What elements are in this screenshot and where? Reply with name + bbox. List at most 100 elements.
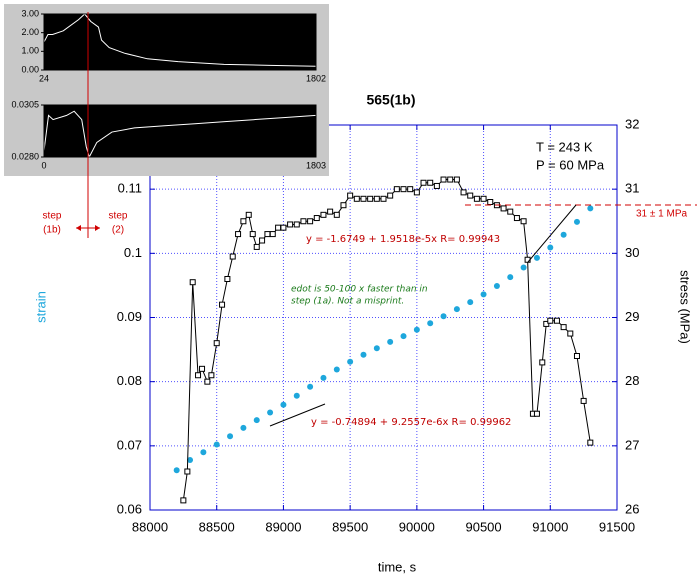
x-tick-label: 89000 xyxy=(265,519,301,534)
data-point xyxy=(580,397,587,404)
data-point xyxy=(533,410,540,417)
plot-background xyxy=(44,14,316,70)
data-point xyxy=(347,358,354,365)
data-point xyxy=(213,441,220,448)
data-point xyxy=(547,317,554,324)
data-point xyxy=(360,195,367,202)
data-point xyxy=(560,231,567,238)
data-point xyxy=(573,353,580,359)
y2-tick-label: 29 xyxy=(625,309,639,324)
data-point xyxy=(253,243,260,250)
plot-frame xyxy=(43,13,317,71)
data-point xyxy=(520,218,527,225)
step-label: step xyxy=(109,211,128,222)
data-point xyxy=(413,189,420,196)
data-point xyxy=(287,221,294,228)
data-point xyxy=(573,218,580,225)
data-point xyxy=(487,199,494,205)
data-point xyxy=(213,340,220,347)
data-point xyxy=(245,211,252,218)
y-tick-label: 0.08 xyxy=(117,373,142,388)
y-tick-label: 0.11 xyxy=(118,181,142,196)
data-point xyxy=(240,218,247,225)
annotation: P = 60 MPa xyxy=(536,157,605,172)
note: step (1a). Not a misprint. xyxy=(291,297,404,307)
x-tick-label: 1803 xyxy=(306,160,326,170)
data-point xyxy=(353,195,360,202)
data-line xyxy=(43,110,317,159)
data-point xyxy=(380,195,387,202)
data-point xyxy=(480,291,487,298)
data-point xyxy=(587,205,594,212)
data-point xyxy=(333,211,340,218)
arrow-head xyxy=(76,225,100,231)
data-point xyxy=(229,253,236,260)
data-point xyxy=(253,417,260,424)
y-tick-label: 0.09 xyxy=(117,309,142,324)
data-point xyxy=(387,338,394,345)
x-tick-label: 91500 xyxy=(599,519,635,534)
data-point xyxy=(180,497,187,504)
data-point xyxy=(293,392,300,399)
data-point xyxy=(240,424,247,431)
step-label: (2) xyxy=(112,225,124,236)
data-point xyxy=(393,186,400,193)
fit-equation: y = -0.74894 + 9.2557e-6x R= 0.99962 xyxy=(311,417,511,428)
data-point xyxy=(480,195,487,202)
data-point xyxy=(387,192,394,199)
data-point xyxy=(307,218,314,225)
data-point xyxy=(433,182,440,189)
y2-tick-label: 31 xyxy=(625,181,639,196)
y-tick-label: 2.00 xyxy=(21,27,39,37)
data-point xyxy=(567,330,574,337)
fit-line xyxy=(269,403,326,427)
main-plot: 88000 88500 89000 89500 90000 90500 91000 91500… xyxy=(117,116,640,534)
annotation: T = 243 K xyxy=(536,139,593,154)
data-point xyxy=(280,401,287,408)
data-point xyxy=(513,215,520,222)
data-point xyxy=(553,317,560,324)
data-point xyxy=(280,224,287,231)
data-point xyxy=(200,449,207,456)
data-point xyxy=(533,254,540,261)
data-point xyxy=(187,456,194,463)
data-point xyxy=(547,244,554,251)
data-point xyxy=(493,283,500,290)
y-tick-label: 0.0280 xyxy=(11,151,39,161)
step-label: (1b) xyxy=(43,225,61,236)
data-point xyxy=(224,276,231,282)
data-point xyxy=(543,320,550,327)
data-point xyxy=(320,374,327,381)
data-point xyxy=(373,195,380,202)
x-tick-label: 91000 xyxy=(532,519,568,534)
y2-tick-label: 26 xyxy=(625,501,639,516)
plot-background xyxy=(44,105,316,157)
data-point xyxy=(184,468,191,475)
data-point xyxy=(407,186,414,193)
data-point xyxy=(269,231,276,238)
data-point xyxy=(420,179,427,186)
data-point xyxy=(440,313,447,320)
data-point xyxy=(400,333,407,340)
data-point xyxy=(427,320,434,327)
data-point xyxy=(460,189,467,196)
x-tick-label: 24 xyxy=(39,73,49,83)
data-point xyxy=(264,231,271,238)
x-tick-label: 0 xyxy=(41,160,46,170)
y-tick-label: 0.1 xyxy=(124,245,142,260)
data-point xyxy=(275,224,282,231)
y2-tick-label: 32 xyxy=(625,116,639,131)
x-axis-label: time, s xyxy=(378,559,417,574)
y-axis-label: strain xyxy=(33,291,48,323)
y2-axis-label: stress (MPa) xyxy=(678,270,693,344)
data-point xyxy=(313,215,320,222)
data-point xyxy=(259,237,266,244)
data-point xyxy=(199,365,206,372)
data-point xyxy=(360,351,367,358)
data-point xyxy=(447,176,454,183)
y2-tick-label: 28 xyxy=(625,373,639,388)
data-point xyxy=(427,179,434,186)
data-line xyxy=(182,179,591,501)
data-point xyxy=(347,192,354,199)
data-point xyxy=(473,195,480,202)
